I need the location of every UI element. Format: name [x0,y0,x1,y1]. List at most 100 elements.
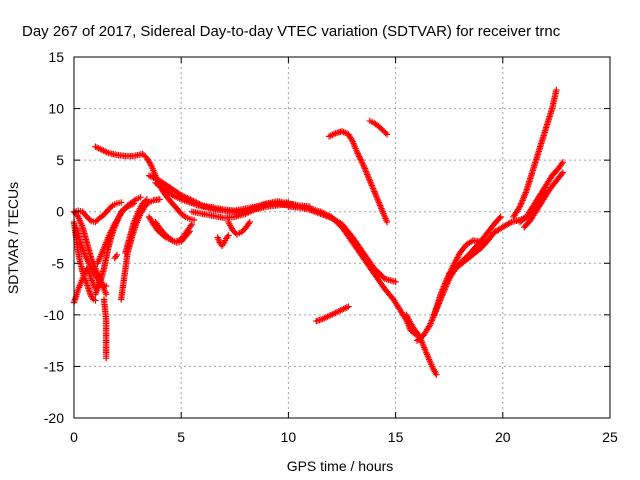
y-tick-label: 5 [56,152,64,168]
data-point [230,228,238,235]
data-point [167,236,175,243]
chart-title: Day 267 of 2017, Sidereal Day-to-day VTE… [22,23,561,40]
data-point [246,218,254,226]
data-point [86,216,93,223]
data-point [180,212,188,220]
y-tick-label: -5 [52,255,65,271]
data-point [383,218,391,226]
data-point [357,156,364,163]
data-point [496,214,503,222]
series-falling-2 [366,117,391,138]
data-point [506,219,514,227]
data-point [248,205,255,212]
axis-ticks [73,56,611,419]
data-point [156,196,163,203]
data-point [559,159,567,166]
data-point [375,122,382,130]
data-point [443,275,451,282]
data-point [392,278,399,286]
data-point [444,274,451,281]
series-hump-2 [152,218,193,246]
data-point [242,208,249,215]
data-point [162,231,169,238]
data-point [553,86,560,94]
data-point [243,207,251,215]
data-point [380,128,388,135]
data-point [251,204,258,211]
x-tick-label: 10 [281,429,297,445]
data-point [383,131,391,138]
data-point [92,218,99,226]
series-arc-7 [94,194,144,267]
series-falling-1 [325,128,391,226]
data-point [121,205,128,212]
x-tick-label: 5 [177,429,185,445]
data-point [353,148,361,156]
series-drop-spike [100,296,110,362]
series-dip-6 [214,232,232,249]
data-point [376,124,384,131]
x-tick-label: 0 [70,429,78,445]
series-arc-4 [70,199,125,226]
data-point [356,154,364,162]
data-point [139,200,146,207]
data-point [131,197,138,204]
data-point [379,127,386,134]
data-point [106,205,113,212]
x-tick-label: 25 [602,429,618,445]
series-arc-3 [70,208,110,298]
data-point [238,229,245,236]
data-point [358,159,366,166]
data-point [140,152,148,159]
data-point [160,230,168,237]
data-point [382,129,389,137]
data-point [355,153,363,160]
data-point [246,206,254,213]
data-point [92,297,99,304]
data-point [85,215,92,222]
y-axis-label: SDTVAR / TECUs [5,182,21,294]
data-point [558,170,565,178]
y-tick-label: -10 [44,307,64,323]
data-point [185,229,192,236]
y-tick-label: 0 [56,204,64,220]
data-point [145,172,153,179]
data-point [107,203,115,211]
series-climb-1 [510,86,560,221]
data-point [143,196,151,203]
x-axis-label: GPS time / hours [287,458,394,474]
series-mid-arc-2 [285,203,399,286]
series-near-2 [111,251,121,262]
data-point [354,150,361,157]
data-point [345,303,352,310]
data-point [559,169,567,176]
y-tick-label: 15 [48,49,64,65]
data-point [190,216,198,224]
data-markers [70,86,567,378]
data-point [117,199,125,206]
data-point [105,206,112,213]
x-tick-label: 20 [495,429,511,445]
data-point [188,220,196,228]
data-point [229,227,236,234]
x-tick-label: 15 [388,429,404,445]
data-point [120,206,127,213]
y-tick-label: -20 [44,410,64,426]
y-tick-label: -15 [44,358,64,374]
series-climb-3 [521,169,567,231]
data-point [249,204,257,212]
series-climb-2 [516,159,567,226]
data-point [225,232,232,239]
data-point [102,291,110,298]
grid-lines [74,57,610,418]
series-rise-2 [430,237,489,319]
data-point [239,227,246,235]
data-point [147,173,154,180]
data-point [186,228,193,235]
data-point [433,371,440,378]
data-point [102,354,110,362]
data-point [93,217,101,224]
data-point [137,194,144,201]
series-low-segment [313,303,352,325]
